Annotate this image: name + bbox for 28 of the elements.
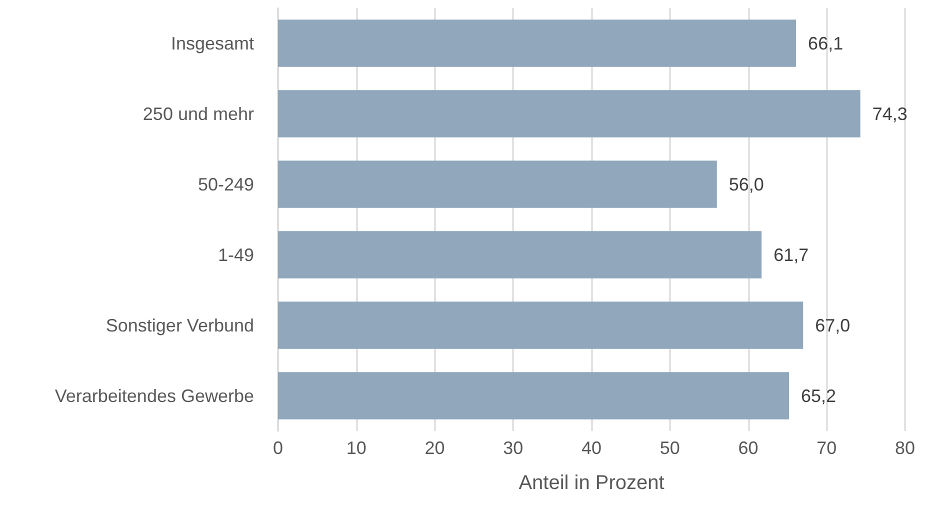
y-tick-label: 250 und mehr — [142, 104, 254, 124]
x-tick-label: 70 — [816, 438, 837, 458]
bar — [278, 20, 796, 67]
bar — [278, 231, 762, 278]
bar — [278, 90, 860, 138]
x-tick-label: 30 — [503, 438, 524, 458]
x-tick-label: 60 — [738, 438, 758, 458]
data-label: 61,7 — [774, 244, 809, 265]
bar — [278, 372, 790, 420]
data-label: 56,0 — [728, 174, 764, 194]
data-label: 67,0 — [815, 315, 850, 336]
x-tick-label: 40 — [581, 438, 602, 458]
data-label: 74,3 — [872, 104, 908, 124]
y-tick-label: Verarbeitendes Gewerbe — [54, 386, 254, 406]
y-tick-label: Insgesamt — [170, 33, 254, 54]
x-tick-label: 80 — [894, 438, 916, 458]
x-axis-title: Anteil in Prozent — [518, 472, 665, 494]
y-tick-label: Sonstiger Verbund — [106, 315, 254, 336]
bar — [278, 302, 804, 349]
data-label: 65,2 — [801, 386, 836, 406]
x-tick-label: 20 — [424, 438, 445, 458]
bar — [278, 160, 717, 208]
data-label: 66,1 — [808, 33, 844, 54]
x-tick-label: 0 — [272, 438, 284, 458]
x-tick-label: 10 — [346, 438, 366, 458]
x-tick-label: 50 — [660, 438, 680, 458]
y-tick-label: 50-249 — [198, 174, 254, 194]
y-tick-label: 1-49 — [218, 244, 254, 265]
